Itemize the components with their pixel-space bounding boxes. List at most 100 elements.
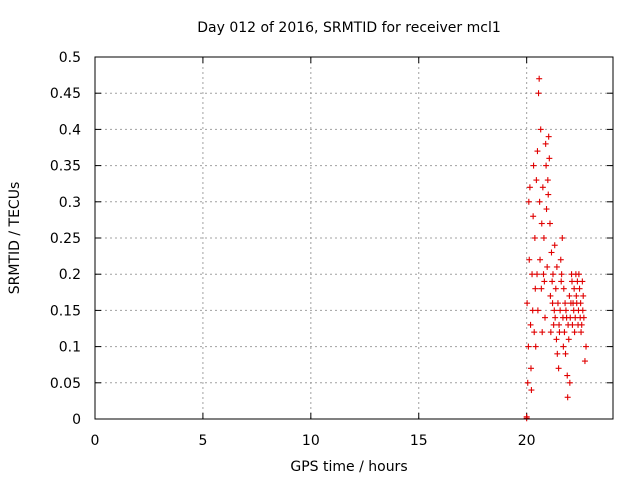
plot-frame bbox=[94, 56, 614, 420]
data-point bbox=[566, 379, 573, 386]
data-point bbox=[568, 278, 575, 285]
data-point bbox=[564, 394, 571, 401]
data-point bbox=[552, 314, 559, 321]
data-point bbox=[545, 191, 552, 198]
data-point bbox=[551, 242, 558, 249]
x-axis-label: GPS time / hours bbox=[290, 459, 407, 475]
y-tick-label: 0.5 bbox=[59, 50, 81, 66]
data-point bbox=[527, 321, 534, 328]
data-point bbox=[534, 148, 541, 155]
data-point bbox=[583, 343, 590, 350]
data-point bbox=[524, 379, 531, 386]
y-tick-label: 0.45 bbox=[50, 86, 81, 102]
data-point bbox=[565, 336, 572, 343]
data-point bbox=[560, 343, 567, 350]
data-point bbox=[529, 307, 536, 314]
data-point bbox=[557, 307, 564, 314]
y-tick-labels: 0 0.05 0.1 0.15 0.2 0.25 0.3 0.35 0.4 0.45 0.5 bbox=[50, 50, 81, 428]
data-point bbox=[544, 177, 551, 184]
x-tick-label: 0 bbox=[91, 433, 100, 449]
data-point bbox=[551, 307, 558, 314]
data-point bbox=[554, 350, 561, 357]
data-point bbox=[575, 271, 582, 278]
data-point bbox=[526, 256, 533, 263]
data-point bbox=[531, 235, 538, 241]
data-point bbox=[527, 365, 534, 372]
data-point bbox=[578, 321, 585, 328]
data-point bbox=[530, 162, 537, 169]
y-axis-label: SRMTID / TECUs bbox=[7, 182, 23, 295]
data-point bbox=[580, 292, 587, 299]
y-tick-label: 0.25 bbox=[50, 231, 81, 247]
data-point bbox=[576, 285, 583, 292]
data-point bbox=[577, 300, 584, 307]
data-point bbox=[546, 155, 553, 162]
data-point bbox=[525, 198, 532, 205]
data-point bbox=[559, 235, 566, 241]
data-point bbox=[554, 300, 561, 307]
x-tick-labels: 0 5 10 15 20 bbox=[91, 433, 536, 449]
data-point bbox=[525, 343, 532, 350]
data-point bbox=[539, 329, 546, 336]
data-point bbox=[561, 329, 568, 336]
data-point bbox=[532, 343, 539, 350]
data-point bbox=[539, 184, 546, 191]
chart-title: Day 012 of 2016, SRMTID for receiver mcl… bbox=[197, 20, 501, 36]
data-point bbox=[553, 336, 560, 343]
data-point bbox=[566, 292, 573, 299]
data-point bbox=[545, 133, 552, 140]
data-point bbox=[579, 307, 586, 314]
data-point bbox=[557, 256, 564, 263]
data-point bbox=[571, 329, 578, 336]
y-tick-label: 0.15 bbox=[50, 303, 81, 319]
data-point bbox=[542, 140, 549, 147]
data-point bbox=[540, 235, 547, 241]
data-point bbox=[538, 285, 545, 292]
data-point bbox=[569, 321, 576, 328]
data-point bbox=[537, 256, 544, 263]
data-point bbox=[531, 329, 538, 336]
y-tick-label: 0.3 bbox=[59, 195, 81, 211]
data-point bbox=[571, 285, 578, 292]
x-tick-label: 10 bbox=[302, 433, 320, 449]
data-point bbox=[547, 292, 554, 299]
y-tick-label: 0.4 bbox=[59, 122, 81, 138]
data-point bbox=[558, 278, 565, 285]
data-point bbox=[548, 249, 555, 256]
y-tick-label: 0.2 bbox=[59, 267, 81, 283]
data-point bbox=[538, 220, 545, 227]
data-point bbox=[534, 271, 541, 278]
y-tick-label: 0.35 bbox=[50, 159, 81, 175]
data-point bbox=[536, 75, 543, 82]
data-point bbox=[540, 271, 547, 278]
y-tick-label: 0 bbox=[72, 412, 81, 428]
data-point bbox=[541, 278, 548, 285]
x-tick-label: 15 bbox=[410, 433, 428, 449]
data-point bbox=[528, 387, 535, 394]
data-point bbox=[549, 300, 556, 307]
data-point bbox=[550, 321, 557, 328]
data-point bbox=[560, 285, 567, 292]
data-points bbox=[523, 75, 590, 422]
data-point bbox=[542, 314, 549, 321]
data-point bbox=[524, 300, 531, 307]
x-tick-label: 5 bbox=[198, 433, 207, 449]
y-tick-label: 0.05 bbox=[50, 376, 81, 392]
data-point bbox=[532, 285, 539, 292]
data-point bbox=[573, 292, 580, 299]
data-point bbox=[558, 271, 565, 278]
data-point bbox=[562, 307, 569, 314]
data-point bbox=[530, 213, 537, 220]
data-point bbox=[526, 184, 533, 191]
data-point bbox=[533, 177, 540, 184]
data-point bbox=[562, 350, 569, 357]
data-point bbox=[564, 372, 571, 379]
data-point bbox=[535, 90, 542, 97]
data-point bbox=[543, 162, 550, 169]
data-point bbox=[537, 126, 544, 133]
data-point bbox=[546, 220, 553, 227]
x-tick-label: 20 bbox=[518, 433, 536, 449]
data-point bbox=[562, 300, 569, 307]
data-point bbox=[544, 263, 551, 270]
